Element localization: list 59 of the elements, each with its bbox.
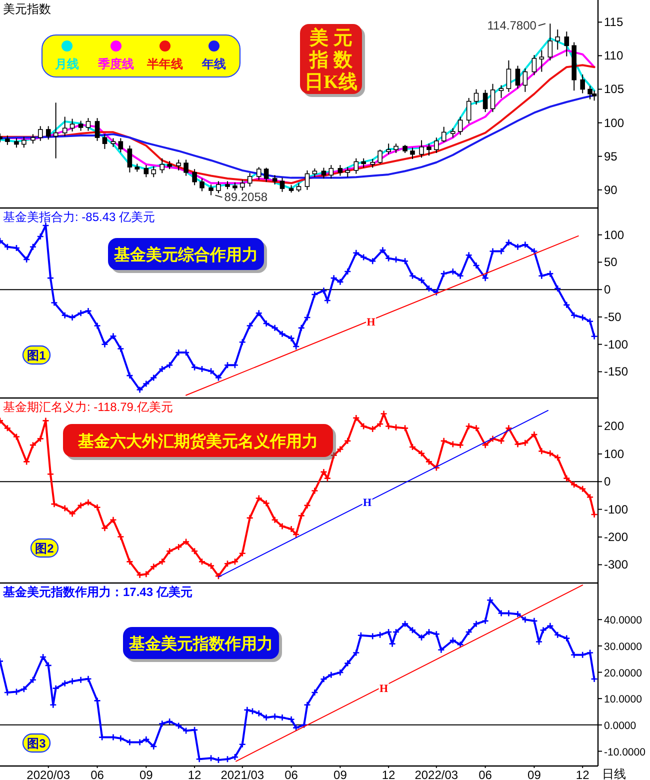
chart-title: 美元指数	[3, 2, 51, 16]
y-tick-label: 40.0000	[604, 614, 642, 627]
y-tick-label: 100	[604, 228, 624, 242]
y-tick-label: 100	[604, 446, 624, 461]
x-tick-label: 2021/03	[220, 768, 264, 780]
annotation: 89.2058	[224, 190, 268, 204]
y-tick-label: -50	[604, 310, 622, 324]
y-tick-label: 0	[604, 282, 611, 297]
chart-title: 基金美指合力: -85.43 亿美元	[3, 210, 156, 224]
x-tick-label: 2022/03	[414, 768, 458, 780]
y-tick-label: -300	[604, 558, 628, 572]
x-tick-label: 06	[284, 768, 298, 780]
y-tick-label: 95	[604, 149, 618, 164]
annotation: 指 数	[308, 50, 354, 71]
x-tick-label: 06	[478, 768, 492, 780]
chart-title: 基金期汇名义力: -118.79.亿美元	[3, 400, 173, 414]
y-tick-label: 115	[604, 15, 624, 30]
x-tick-label: 2020/03	[26, 768, 70, 780]
y-tick-label: 10.0000	[604, 694, 642, 706]
annotation: H	[363, 497, 372, 510]
legend-label: 半年线	[146, 57, 183, 71]
y-tick-label: 105	[604, 82, 624, 96]
y-tick-label: 0	[604, 474, 611, 489]
y-tick-label: -200	[604, 530, 628, 544]
legend-label: 季度线	[97, 57, 134, 71]
y-tick-label: 30.0000	[604, 640, 642, 653]
annotation: 美 元	[308, 27, 352, 49]
chart-title: 基金美元指数作用力：17.43 亿美元	[2, 585, 192, 599]
y-tick-label: 200	[604, 419, 624, 434]
y-tick-label: -100	[604, 502, 628, 516]
annotation: 图1	[27, 348, 46, 362]
y-tick-label: -100	[604, 337, 628, 352]
annotation: H	[366, 316, 376, 328]
y-tick-label: 50	[604, 255, 618, 270]
y-tick-label: 20.0000	[604, 667, 642, 680]
y-tick-label: 0.0000	[604, 720, 636, 732]
y-tick-label: -10.0000	[604, 746, 646, 758]
legend-label: 月线	[54, 57, 79, 71]
annotation: 114.7800	[487, 18, 537, 33]
annotation: 基金美元综合作用力	[113, 244, 258, 264]
annotation: 日K线	[304, 71, 358, 93]
annotation: 基金美元指数作用力	[128, 634, 273, 653]
annotation: H	[380, 683, 388, 696]
x-tick-label: 09	[140, 768, 154, 780]
y-tick-label: 110	[604, 48, 624, 63]
x-tick-label: 12	[188, 768, 202, 780]
legend-label: 年线	[201, 57, 226, 71]
annotation: 图2	[35, 542, 54, 556]
x-tick-label: 06	[90, 768, 104, 780]
x-tick-label: 12	[382, 768, 396, 780]
x-tick-label: 12	[576, 768, 590, 780]
y-tick-label: 100	[604, 116, 624, 130]
y-tick-label: -150	[604, 364, 628, 379]
x-tick-label: 09	[528, 768, 542, 780]
x-tick-label: 09	[334, 768, 348, 780]
x-axis-title: 日线	[602, 767, 626, 780]
annotation: 图3	[27, 736, 46, 750]
annotation: 基金六大外汇期货美元名义作用力	[77, 431, 318, 450]
y-tick-label: 90	[604, 182, 618, 197]
